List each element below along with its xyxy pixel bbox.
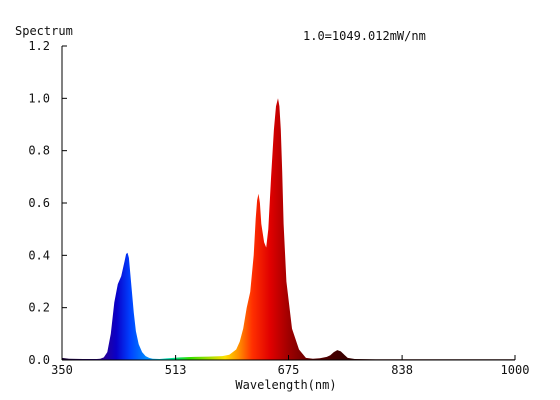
y-tick-label-2: 0.4 — [28, 248, 50, 262]
x-tick-label-1: 513 — [165, 363, 187, 377]
x-axis-title: Wavelength(nm) — [235, 378, 336, 392]
x-tick-label-2: 675 — [278, 363, 300, 377]
y-axis-title: Spectrum — [15, 24, 73, 38]
x-tick-label-3: 838 — [391, 363, 413, 377]
scale-annotation: 1.0=1049.012mW/nm — [303, 29, 426, 43]
y-tick-label-3: 0.6 — [28, 196, 50, 210]
y-tick-label-5: 1.0 — [28, 91, 50, 105]
y-tick-label-0: 0.0 — [28, 353, 50, 367]
y-tick-label-4: 0.8 — [28, 144, 50, 158]
spectrum-area-0 — [62, 98, 515, 361]
y-tick-label-1: 0.2 — [28, 301, 50, 315]
x-tick-label-4: 1000 — [501, 363, 530, 377]
y-tick-label-6: 1.2 — [28, 39, 50, 53]
x-tick-label-0: 350 — [51, 363, 73, 377]
